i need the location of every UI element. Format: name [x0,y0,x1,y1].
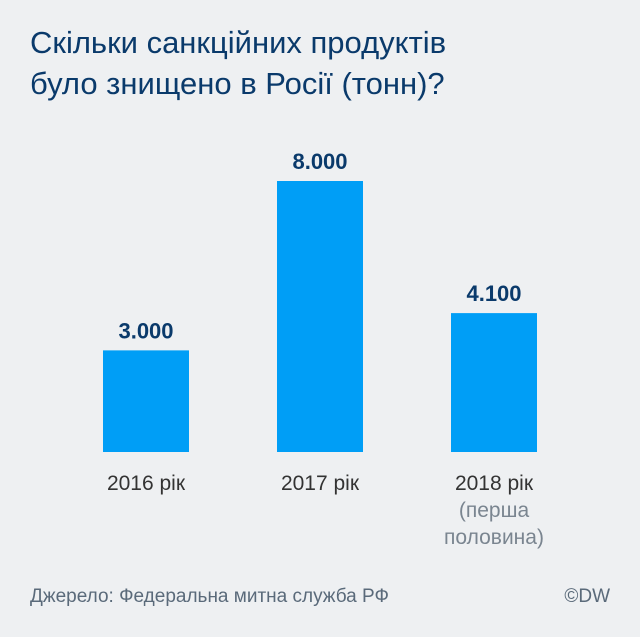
value-label-1: 3.000 [118,318,173,343]
bar-3 [451,313,537,452]
chart-title-line-1: Скільки санкційних продуктів [30,25,447,60]
value-label-2: 8.000 [292,149,347,174]
chart-title: Скільки санкційних продуктів було знищен… [30,22,620,104]
category-label-3-line-2: (перша [459,499,530,522]
category-label-3: 2018 рік [455,472,534,495]
category-label-1: 2016 рік [107,472,186,495]
category-label-2: 2017 рік [281,472,360,495]
value-label-3: 4.100 [466,281,521,306]
source-note: Джерело: Федеральна митна служба РФ [30,586,389,607]
bar-2 [277,181,363,452]
bar-1 [103,350,189,452]
category-label-3-line-3: половина) [444,526,544,549]
copyright-credit: ©DW [564,586,610,607]
chart-footer: Джерело: Федеральна митна служба РФ ©DW [30,586,610,608]
chart-title-line-2: було знищено в Росії (тонн)? [30,66,445,101]
